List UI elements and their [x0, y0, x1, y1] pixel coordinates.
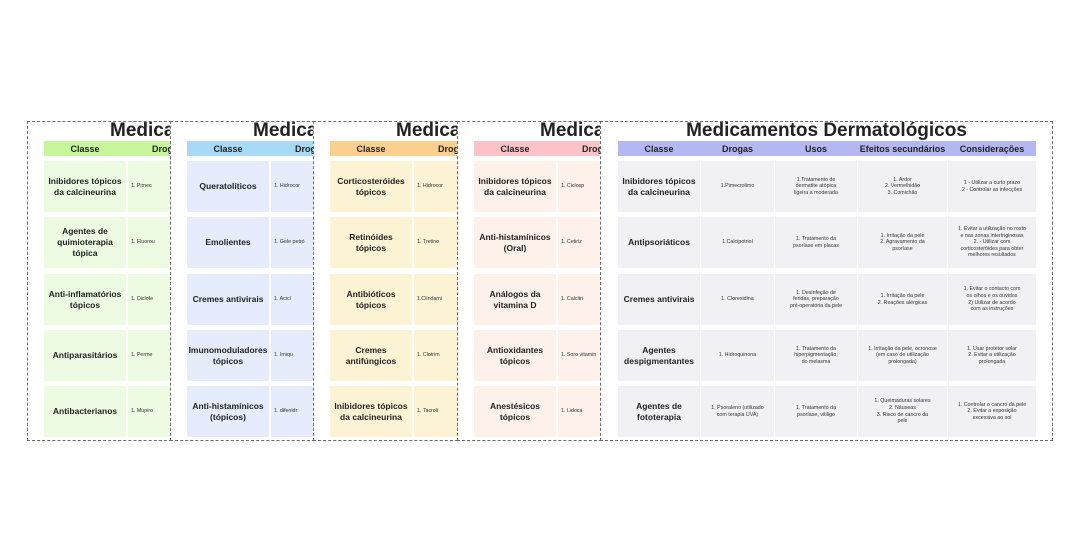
- drug-cell: 1. Calcitri: [558, 274, 606, 325]
- considerations-cell: 1 - Utilizar a curto prazo 2 - Controlar…: [948, 161, 1036, 212]
- drug-cell: 1. Mupiro: [128, 386, 176, 437]
- class-cell: Cremes antivirais: [187, 274, 269, 325]
- drug-cell: 1. difenidr: [271, 386, 319, 437]
- slide-card-1[interactable]: Medica Classe Drog Inibidores tópicos da…: [27, 121, 177, 441]
- class-cell: Retinóides tópicos: [330, 217, 412, 268]
- header-band: [44, 141, 176, 156]
- side-effects-cell: 1. Queimaduras solares 2. Náuseas 3. Ris…: [858, 386, 947, 437]
- side-effects-cell: 1. Irritação da pele 2. Agravamento da p…: [858, 217, 947, 268]
- drug-cell: 1. Clorexidina: [701, 274, 774, 325]
- card-title: Medicamentos Dermatológicos: [686, 122, 967, 140]
- drug-cell: 1. Tretino: [414, 217, 462, 268]
- header-drogas: Drogas: [721, 143, 753, 154]
- drug-cell: 1. Hidroquinona: [701, 330, 774, 381]
- header-usos: Usos: [804, 143, 827, 154]
- side-effects-cell: 1. Irritação da pele 2. Reações alérgica…: [858, 274, 947, 325]
- class-cell: Anti-inflamatórios tópicos: [44, 274, 126, 325]
- class-cell: Inibidores tópicos da calcineurina: [618, 161, 700, 212]
- class-cell: Inibidores tópicos da calcineurina: [474, 161, 556, 212]
- class-cell: Antioxidantes tópicos: [474, 330, 556, 381]
- class-cell: Antiparasitários: [44, 330, 126, 381]
- slide-card-5[interactable]: Medicamentos Dermatológicos Classe Drogas…: [600, 121, 1053, 441]
- drug-cell: 1. Diclofe: [128, 274, 176, 325]
- class-cell: Anti-histamínicos (Oral): [474, 217, 556, 268]
- class-cell: Inibidores tópicos da calcineurina: [330, 386, 412, 437]
- drug-cell: 1. Hidrocor: [414, 161, 462, 212]
- class-cell: Anti-histamínicos (tópicos): [187, 386, 269, 437]
- side-effects-cell: 1. Ardor 2. Vermelhidão 3. Comichão: [858, 161, 947, 212]
- drug-cell: 1. Imiqu: [271, 330, 319, 381]
- card-title: Medica: [396, 122, 461, 140]
- header-band: [618, 141, 1036, 156]
- class-cell: Corticosteróides tópicos: [330, 161, 412, 212]
- card-title: Medica: [540, 122, 605, 140]
- drug-cell: 1. Pimec: [128, 161, 176, 212]
- class-cell: Antipsoriáticos: [618, 217, 700, 268]
- class-cell: Imunomoduladores tópicos: [187, 330, 269, 381]
- drug-cell: 1. Perme: [128, 330, 176, 381]
- drug-cell: 1. Psoraleno (utilizado com terapia UVA): [701, 386, 774, 437]
- drug-cell: 1. Tacroli: [414, 386, 462, 437]
- slide-card-2[interactable]: Medica Classe Drog Queratolíticos 1. Hidr…: [170, 121, 320, 441]
- header-drogas: Drog: [295, 143, 316, 154]
- class-cell: Análogos da vitamina D: [474, 274, 556, 325]
- class-cell: Inibidores tópicos da calcineurina: [44, 161, 126, 212]
- drug-cell: 1. Lidoca: [558, 386, 606, 437]
- class-cell: Queratolíticos: [187, 161, 269, 212]
- card-title: Medica: [253, 122, 318, 140]
- side-effects-cell: 1. Irritação da pele, ocronose (em caso …: [858, 330, 947, 381]
- header-band: [330, 141, 462, 156]
- header-classe: Classe: [356, 143, 386, 154]
- drug-cell: 1. Soro vitamin: [558, 330, 606, 381]
- header-drogas: Drog: [582, 143, 603, 154]
- class-cell: Cremes antivirais: [618, 274, 700, 325]
- drug-cell: 1. Fluorou: [128, 217, 176, 268]
- drug-cell: 1.Pimecrolimo: [701, 161, 774, 212]
- class-cell: Emolientes: [187, 217, 269, 268]
- header-classe: Classe: [70, 143, 100, 154]
- header-drogas: Drog: [152, 143, 173, 154]
- drug-cell: 1. Cetiriz: [558, 217, 606, 268]
- header-classe: Classe: [213, 143, 243, 154]
- header-band: [474, 141, 606, 156]
- drug-cell: 1. Gele petró: [271, 217, 319, 268]
- drug-cell: 1. Hidrocor: [271, 161, 319, 212]
- uses-cell: 1. Tratamento da psoríase em placas: [775, 217, 857, 268]
- slide-card-4[interactable]: Medica Classe Drog Inibidores tópicos da…: [457, 121, 607, 441]
- header-classe: Classe: [644, 143, 674, 154]
- header-efeitos: Efeitos secundários: [859, 143, 946, 154]
- header-drogas: Drog: [438, 143, 459, 154]
- considerations-cell: 1. Controlar o cancro da pele 2. Evitar …: [948, 386, 1036, 437]
- considerations-cell: 1. Usar protetor solar 2. Evitar a utili…: [948, 330, 1036, 381]
- drug-cell: 1.Calcipotriol: [701, 217, 774, 268]
- header-band: [187, 141, 319, 156]
- class-cell: Cremes antifúngicos: [330, 330, 412, 381]
- uses-cell: 1. Tratamento da hiperpigmentação, do me…: [775, 330, 857, 381]
- class-cell: Agentes de quimioterapia tópica: [44, 217, 126, 268]
- class-cell: Antibacterianos: [44, 386, 126, 437]
- drug-cell: 1.Clindami: [414, 274, 462, 325]
- class-cell: Antibióticos tópicos: [330, 274, 412, 325]
- class-cell: Agentes de fototerapia: [618, 386, 700, 437]
- uses-cell: 1. Desinfeção de feridas, preparação pré…: [775, 274, 857, 325]
- considerations-cell: 1. Evitar a utilização no rosto e nas zo…: [948, 217, 1036, 268]
- header-consideracoes: Considerações: [959, 143, 1025, 154]
- drug-cell: 1. Clotrim: [414, 330, 462, 381]
- considerations-cell: 1. Evitar o contacto com os olhos e os o…: [948, 274, 1036, 325]
- card-title: Medica: [110, 122, 175, 140]
- slide-card-3[interactable]: Medica Classe Drog Corticosteróides tópi…: [313, 121, 463, 441]
- uses-cell: 1. Tratamento da psoríase, vitiligo: [775, 386, 857, 437]
- uses-cell: 1.Tratamento de dermatite atópica ligeir…: [775, 161, 857, 212]
- class-cell: Agentes despigmentantes: [618, 330, 700, 381]
- class-cell: Anestésicos tópicos: [474, 386, 556, 437]
- drug-cell: 1. Acicl: [271, 274, 319, 325]
- drug-cell: 1. Ciclosp: [558, 161, 606, 212]
- header-classe: Classe: [500, 143, 530, 154]
